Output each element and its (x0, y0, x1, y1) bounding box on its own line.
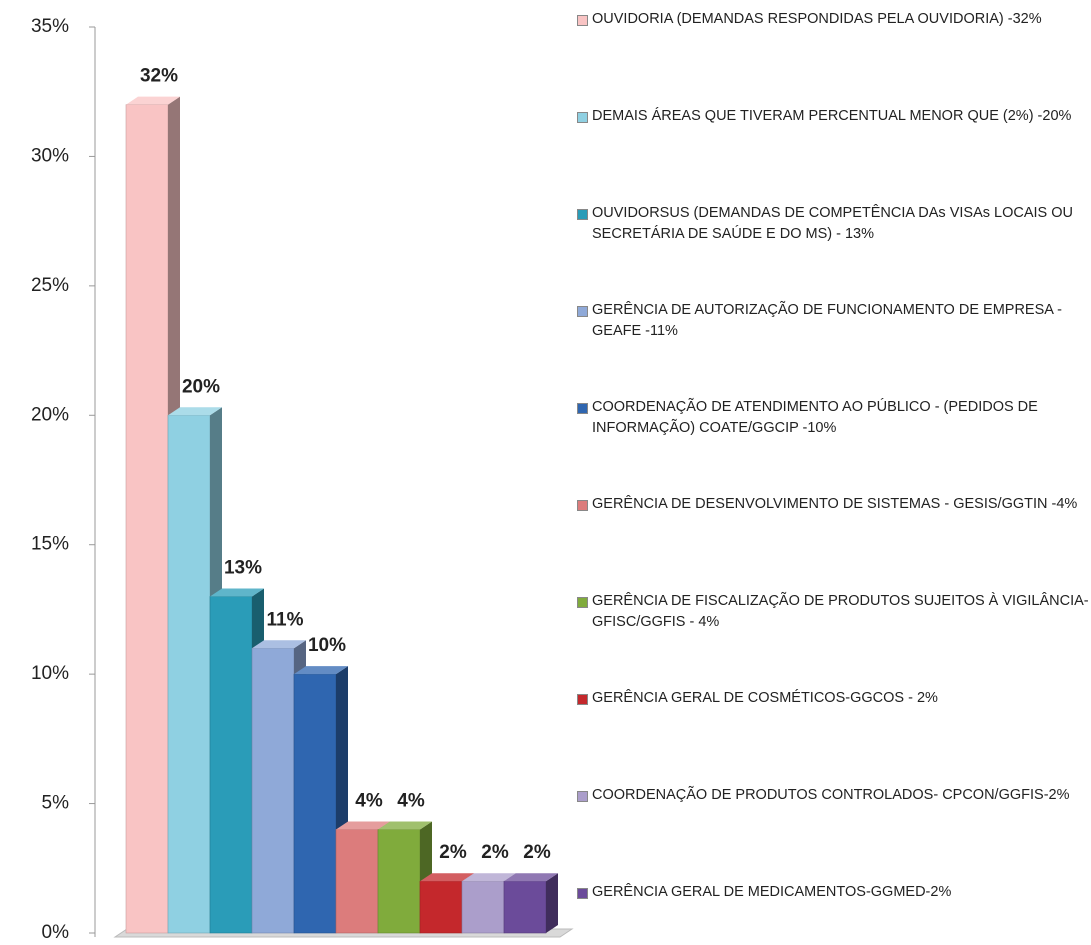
legend-swatch (577, 15, 588, 26)
value-label: 2% (439, 842, 467, 863)
bar-front (377, 829, 421, 934)
value-label: 13% (224, 558, 262, 579)
bar-side (546, 873, 558, 933)
legend-label: OUVIDORSUS (DEMANDAS DE COMPETÊNCIA DAs … (592, 205, 1073, 242)
bar-top (336, 821, 390, 830)
y-tick-label: 0% (42, 922, 70, 943)
legend-swatch (577, 694, 588, 705)
legend-label: DEMAIS ÁREAS QUE TIVERAM PERCENTUAL MENO… (592, 108, 1072, 124)
bar-front (167, 414, 211, 934)
legend-label: OUVIDORIA (DEMANDAS RESPONDIDAS PELA OUV… (592, 11, 1042, 27)
legend-swatch (577, 112, 588, 123)
legend-entry: OUVIDORIA (DEMANDAS RESPONDIDAS PELA OUV… (577, 9, 1091, 30)
bar-top (504, 873, 558, 882)
legend-swatch (577, 597, 588, 608)
legend-entry: DEMAIS ÁREAS QUE TIVERAM PERCENTUAL MENO… (577, 106, 1091, 127)
legend-label: GERÊNCIA DE DESENVOLVIMENTO DE SISTEMAS … (592, 496, 1078, 512)
legend-swatch (577, 403, 588, 414)
legend-entry: GERÊNCIA DE FISCALIZAÇÃO DE PRODUTOS SUJ… (577, 591, 1091, 633)
y-tick-label: 10% (31, 663, 69, 684)
legend-entry: GERÊNCIA GERAL DE MEDICAMENTOS-GGMED-2% (577, 882, 1091, 903)
bar-top (420, 873, 474, 882)
legend-entry: COORDENAÇÃO DE ATENDIMENTO AO PÚBLICO - … (577, 397, 1091, 439)
legend-entry: COORDENAÇÃO DE PRODUTOS CONTROLADOS- CPC… (577, 785, 1091, 806)
value-label: 32% (140, 66, 178, 87)
bar-front (251, 647, 295, 934)
value-label: 4% (397, 790, 425, 811)
value-label: 2% (481, 842, 509, 863)
legend-swatch (577, 306, 588, 317)
bar-top (210, 588, 264, 597)
bar-front (209, 596, 253, 934)
bar-top (168, 407, 222, 416)
y-tick-label: 25% (31, 275, 69, 296)
value-label: 2% (523, 842, 551, 863)
y-tick-label: 30% (31, 145, 69, 166)
bar-front (419, 880, 463, 934)
legend-swatch (577, 500, 588, 511)
bar-top (126, 96, 180, 105)
legend-entry: OUVIDORSUS (DEMANDAS DE COMPETÊNCIA DAs … (577, 203, 1091, 245)
y-tick-label: 20% (31, 404, 69, 425)
bar-top (294, 666, 348, 675)
y-tick-label: 15% (31, 534, 69, 555)
legend-label: GERÊNCIA DE AUTORIZAÇÃO DE FUNCIONAMENTO… (592, 302, 1062, 339)
bar-top (252, 640, 306, 649)
legend-label: COORDENAÇÃO DE PRODUTOS CONTROLADOS- CPC… (592, 787, 1070, 803)
value-label: 10% (308, 635, 346, 656)
legend-swatch (577, 888, 588, 899)
value-label: 11% (267, 609, 304, 630)
y-tick-label: 5% (42, 793, 70, 814)
legend-label: COORDENAÇÃO DE ATENDIMENTO AO PÚBLICO - … (592, 399, 1038, 436)
legend-entry: GERÊNCIA DE AUTORIZAÇÃO DE FUNCIONAMENTO… (577, 300, 1091, 342)
legend-entry: GERÊNCIA DE DESENVOLVIMENTO DE SISTEMAS … (577, 494, 1091, 515)
bar-front (335, 829, 379, 934)
y-tick-label: 35% (31, 16, 69, 37)
legend-swatch (577, 209, 588, 220)
bar-front (503, 880, 547, 934)
legend-label: GERÊNCIA GERAL DE COSMÉTICOS-GGCOS - 2% (592, 690, 938, 706)
value-label: 20% (182, 376, 220, 397)
legend-entry: GERÊNCIA GERAL DE COSMÉTICOS-GGCOS - 2% (577, 688, 1091, 709)
bar-front (461, 880, 505, 934)
legend-swatch (577, 791, 588, 802)
bar-front (293, 673, 337, 934)
legend-label: GERÊNCIA DE FISCALIZAÇÃO DE PRODUTOS SUJ… (592, 593, 1089, 630)
bar-front (125, 104, 169, 934)
bar-top (462, 873, 516, 882)
bar-top (378, 821, 432, 830)
value-label: 4% (355, 790, 383, 811)
legend-label: GERÊNCIA GERAL DE MEDICAMENTOS-GGMED-2% (592, 884, 952, 900)
